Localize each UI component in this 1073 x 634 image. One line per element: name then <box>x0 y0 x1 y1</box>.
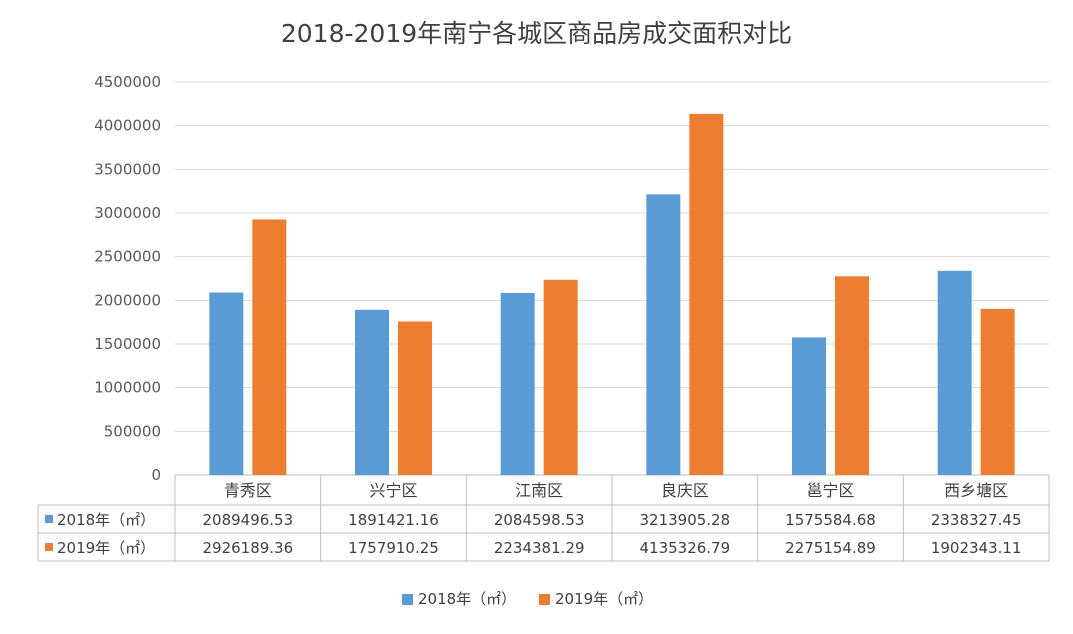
series-row-label: 2019年（㎡） <box>57 539 155 557</box>
x-category-label: 青秀区 <box>224 481 272 500</box>
bar <box>689 113 724 475</box>
chart-title: 2018-2019年南宁各城区商品房成交面积对比 <box>280 19 793 48</box>
bar <box>792 337 826 475</box>
table-cell-value: 4135326.79 <box>639 539 730 557</box>
series-key <box>45 543 53 551</box>
table-cell-value: 1575584.68 <box>785 511 876 529</box>
series-row-label: 2018年（㎡） <box>57 511 155 529</box>
y-tick-label: 1000000 <box>94 379 161 397</box>
legend-item: 2018年（㎡） <box>418 590 516 608</box>
bar <box>355 309 389 475</box>
y-tick-label: 4000000 <box>94 117 161 135</box>
table-cell-value: 1757910.25 <box>348 539 439 557</box>
y-tick-label: 4500000 <box>94 73 161 91</box>
table-cell-value: 1891421.16 <box>348 511 439 529</box>
y-tick-label: 2000000 <box>94 291 161 309</box>
bar <box>398 321 432 475</box>
bar <box>209 292 244 475</box>
y-tick-label: 3500000 <box>94 160 161 178</box>
x-category-label: 良庆区 <box>661 481 709 500</box>
y-tick-label: 500000 <box>104 422 161 440</box>
bar <box>937 270 972 475</box>
table-cell-value: 2338327.45 <box>931 511 1022 529</box>
table-cell-value: 2926189.36 <box>202 539 293 557</box>
y-tick-label: 2500000 <box>94 248 161 266</box>
bar <box>500 292 535 475</box>
x-category-label: 西乡塘区 <box>944 481 1008 500</box>
bar <box>980 308 1015 475</box>
bar <box>646 194 681 475</box>
y-tick-label: 3000000 <box>94 204 161 222</box>
x-category-label: 江南区 <box>515 481 563 500</box>
legend-swatch <box>402 594 413 605</box>
table-cell-value: 1902343.11 <box>931 539 1022 557</box>
y-tick-label: 0 <box>151 466 161 484</box>
series-key <box>45 515 53 523</box>
table-cell-value: 2275154.89 <box>785 539 876 557</box>
x-category-label: 兴宁区 <box>369 481 417 500</box>
table-cell-value: 2234381.29 <box>494 539 585 557</box>
table-cell-value: 2084598.53 <box>494 511 585 529</box>
bar <box>252 219 287 475</box>
legend-item: 2019年（㎡） <box>555 590 653 608</box>
bar <box>543 279 578 475</box>
x-category-label: 邕宁区 <box>806 481 854 500</box>
y-tick-label: 1500000 <box>94 335 161 353</box>
bar <box>835 276 869 475</box>
table-cell-value: 3213905.28 <box>639 511 730 529</box>
legend-swatch <box>539 594 550 605</box>
table-cell-value: 2089496.53 <box>202 511 293 529</box>
